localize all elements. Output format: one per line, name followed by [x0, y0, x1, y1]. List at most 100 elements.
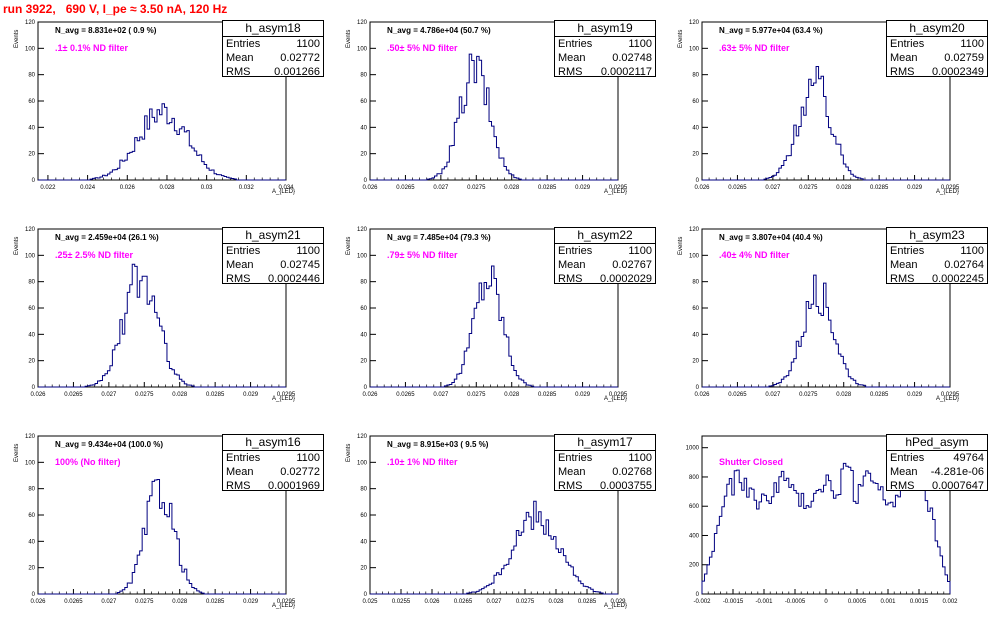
y-tick-label: 60 — [28, 306, 35, 312]
x-tick-label: 0.0285 — [870, 185, 889, 191]
stats-box: h_asym21 Entries 1100 Mean 0.02745 RMS 0.00024… — [222, 227, 324, 286]
x-tick-label: 0.03 — [201, 185, 213, 191]
y-tick-label: 20 — [360, 359, 367, 365]
stats-value: 0.0003755 — [600, 480, 652, 492]
histogram-name: h_asym22 — [555, 228, 655, 244]
stats-value: 0.02772 — [280, 466, 320, 478]
y-tick-label: 800 — [689, 475, 700, 481]
stats-value: 0.02759 — [944, 52, 984, 64]
y-axis-label: Events — [14, 29, 20, 48]
stats-row-entries: Entries 1100 — [223, 244, 323, 258]
x-tick-label: 0.0265 — [728, 185, 747, 191]
y-tick-label: 0 — [364, 592, 368, 598]
y-tick-label: 60 — [28, 99, 35, 105]
histogram-svg: 0.026 0.0265 0.027 0.0275 0.028 0.0285 0.029 0.… — [357, 227, 628, 398]
x-tick-label: 0.028 — [159, 185, 175, 191]
stats-value: 1100 — [628, 245, 652, 257]
y-tick-label: 100 — [25, 46, 36, 52]
stats-key: Mean — [226, 52, 254, 64]
filter-label: 100% (No filter) — [55, 457, 121, 467]
y-tick-label: 40 — [360, 125, 367, 131]
x-axis-label: A_{LED} — [272, 603, 296, 609]
stats-row-mean: Mean 0.02767 — [555, 258, 655, 272]
stats-row-rms: RMS 0.0002446 — [223, 272, 323, 286]
y-tick-label: 60 — [360, 513, 367, 519]
stats-key: RMS — [226, 480, 251, 492]
histogram-svg: -0.002 -0.0015 -0.001 -0.0005 0 0.0005 0.001 0.… — [686, 435, 958, 605]
x-tick-label: 0.0265 — [454, 599, 473, 605]
canvas-title: run 3922, 690 V, I_pe ≈ 3.50 nA, 120 Hz — [3, 2, 228, 16]
y-tick-label: 120 — [689, 20, 700, 26]
histogram-pad-h_asym22: 0.026 0.0265 0.027 0.0275 0.028 0.0285 0.029 0.… — [332, 207, 664, 414]
x-tick-label: -0.001 — [755, 599, 773, 605]
navg-label: N_avg = 5.977e+04 (63.4 %) — [719, 26, 823, 35]
y-tick-label: 400 — [689, 533, 700, 539]
x-tick-label: 0.027 — [765, 185, 781, 191]
stats-value: 0.02764 — [944, 259, 984, 271]
x-axis-label: A_{LED} — [604, 396, 628, 402]
x-tick-label: 0.028 — [172, 392, 188, 398]
stats-row-entries: Entries 1100 — [555, 244, 655, 258]
y-tick-label: 120 — [25, 20, 36, 26]
x-tick-label: 0.022 — [40, 185, 56, 191]
x-tick-label: 0.029 — [243, 392, 259, 398]
y-tick-label: 200 — [689, 563, 700, 569]
x-tick-label: 0.0295 — [609, 185, 628, 191]
y-tick-label: 80 — [692, 280, 699, 286]
histogram-name: h_asym23 — [887, 228, 987, 244]
histogram-line — [370, 53, 618, 181]
histogram-svg: 0.022 0.024 0.026 0.028 0.03 0.032 0.034 0 20 40 6… — [25, 20, 294, 191]
x-axis-label: A_{LED} — [604, 603, 628, 609]
y-tick-label: 0 — [32, 178, 36, 184]
stats-row-rms: RMS 0.0002245 — [887, 272, 987, 286]
y-axis-label: Events — [14, 236, 20, 255]
y-tick-label: 80 — [692, 73, 699, 79]
stats-value: 0.0002349 — [932, 66, 984, 78]
stats-value: 0.0001969 — [268, 480, 320, 492]
y-tick-label: 100 — [689, 253, 700, 259]
y-tick-label: 40 — [692, 332, 699, 338]
y-axis-label: Events — [346, 443, 352, 462]
histogram-pad-h_asym23: 0.026 0.0265 0.027 0.0275 0.028 0.0285 0.029 0.… — [664, 207, 996, 414]
stats-key: Entries — [558, 38, 593, 50]
stats-value: 1100 — [296, 452, 320, 464]
stats-key: Entries — [890, 245, 925, 257]
y-tick-label: 40 — [28, 125, 35, 131]
histogram-svg: 0.026 0.0265 0.027 0.0275 0.028 0.0285 0.029 0.… — [357, 20, 628, 191]
x-tick-label: 0.0275 — [467, 185, 486, 191]
stats-value: -4.281e-06 — [930, 466, 984, 478]
stats-key: Mean — [890, 466, 918, 478]
stats-row-entries: Entries 1100 — [555, 451, 655, 465]
y-tick-label: 80 — [28, 73, 35, 79]
stats-box: h_asym16 Entries 1100 Mean 0.02772 RMS 0.00019… — [222, 434, 324, 492]
navg-label: N_avg = 2.459e+04 (26.1 %) — [55, 233, 159, 242]
y-tick-label: 20 — [28, 152, 35, 158]
x-tick-label: 0.0015 — [910, 599, 929, 605]
stats-box: h_asym22 Entries 1100 Mean 0.02767 RMS 0.00020… — [554, 227, 656, 285]
stats-key: RMS — [226, 273, 251, 285]
y-tick-label: 80 — [28, 487, 35, 493]
stats-box: h_asym19 Entries 1100 Mean 0.02748 RMS 0.00021… — [554, 20, 656, 78]
x-tick-label: -0.0015 — [723, 599, 744, 605]
stats-row-rms: RMS 0.0002349 — [887, 65, 987, 79]
x-tick-label: 0.0265 — [396, 392, 415, 398]
stats-value: 1100 — [628, 452, 652, 464]
y-tick-label: 20 — [692, 359, 699, 365]
y-axis-label: Events — [678, 29, 684, 48]
histogram-line — [370, 265, 618, 388]
y-tick-label: 40 — [360, 332, 367, 338]
x-tick-label: 0.0275 — [799, 185, 818, 191]
x-tick-label: 0.032 — [239, 185, 255, 191]
x-tick-label: 0.0285 — [206, 599, 225, 605]
y-tick-label: 100 — [357, 46, 368, 52]
histogram-line — [38, 479, 286, 595]
x-tick-label: 0.0285 — [206, 392, 225, 398]
stats-key: Entries — [890, 38, 925, 50]
stats-value: 0.0002117 — [600, 66, 652, 78]
stats-key: Entries — [226, 452, 261, 464]
stats-key: Entries — [890, 452, 925, 464]
stats-box: hPed_asym Entries 49764 Mean -4.281e-06 RMS 0.… — [886, 434, 988, 492]
navg-label: N_avg = 3.807e+04 (40.4 %) — [719, 233, 823, 242]
stats-row-entries: Entries 1100 — [223, 451, 323, 465]
stats-value: 0.02772 — [280, 52, 320, 64]
